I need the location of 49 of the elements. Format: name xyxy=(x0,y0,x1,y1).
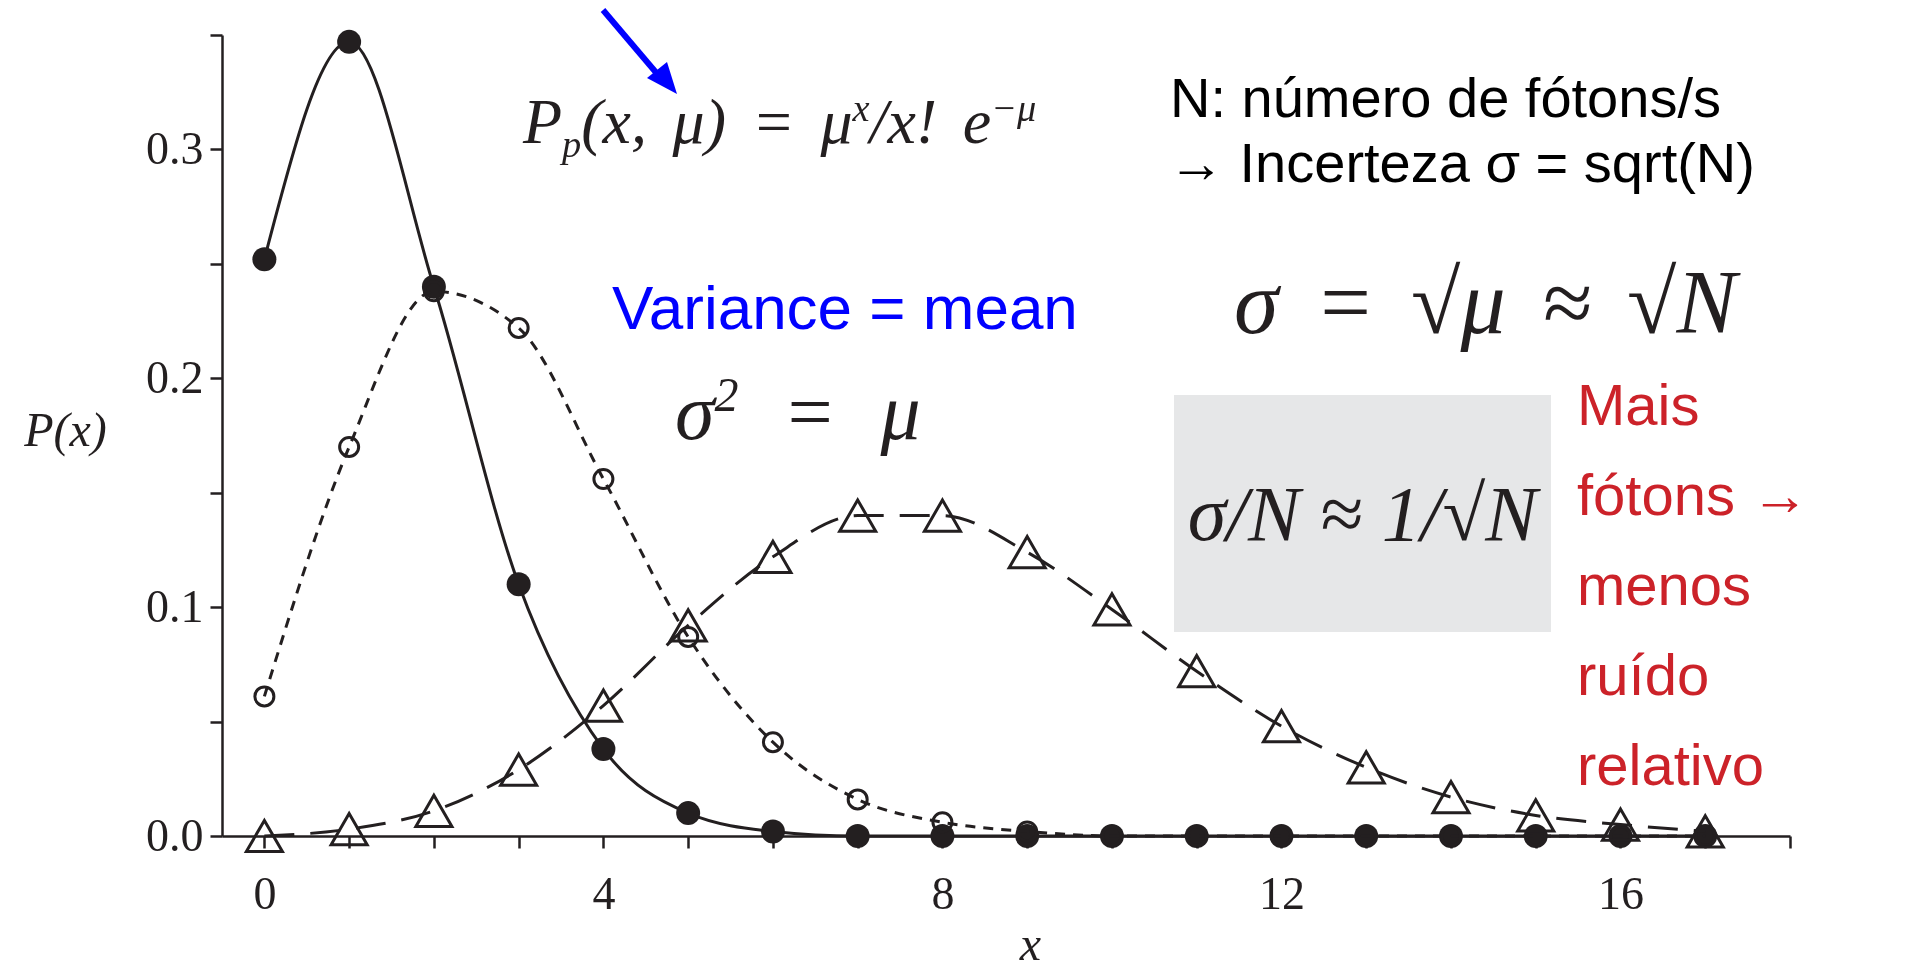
point xyxy=(761,731,784,754)
annotation: P$_{p}$(x, μ) = μ$^{x}$/x! e$^{−μ}$ xyxy=(523,86,1037,165)
point xyxy=(507,316,530,339)
x-tick-label: 12 xyxy=(1258,867,1305,919)
point xyxy=(838,498,878,533)
point xyxy=(845,824,870,848)
point xyxy=(583,688,623,723)
annotation: → Incerteza σ = sqrt(N) xyxy=(1168,131,1755,194)
x-tick-label: 16 xyxy=(1597,867,1644,919)
x-tick-label: 0 xyxy=(253,867,277,919)
y-tick-label: 0.2 xyxy=(146,351,204,403)
point xyxy=(1516,798,1556,833)
y-tick-label: 0.3 xyxy=(146,122,204,174)
annotation: N: número de fótons/s xyxy=(1170,66,1721,129)
point xyxy=(252,247,277,272)
point xyxy=(499,752,539,787)
point xyxy=(846,788,869,811)
point xyxy=(338,435,361,458)
point xyxy=(753,539,793,574)
point xyxy=(337,29,362,54)
point xyxy=(1177,654,1217,689)
y-tick-label: 0.1 xyxy=(146,580,204,632)
point xyxy=(677,625,700,648)
point xyxy=(1261,709,1301,744)
y-axis-title: P(x) xyxy=(23,402,107,457)
annotation: Mais fótons → menos ruído relativo xyxy=(1577,371,1811,799)
point xyxy=(329,812,369,847)
point xyxy=(592,468,615,490)
x-tick-label: 8 xyxy=(931,867,955,919)
point xyxy=(1600,807,1641,842)
annotation: σ/N ≈ 1/√N xyxy=(1174,395,1551,632)
x-tick-label: 4 xyxy=(592,867,616,919)
point xyxy=(668,608,708,643)
annotation: σ$^{2}$ = μ xyxy=(675,368,921,456)
point xyxy=(253,685,276,708)
point xyxy=(676,801,701,826)
point xyxy=(506,572,531,597)
point xyxy=(760,819,785,844)
x-axis-title: x xyxy=(1018,916,1042,965)
point xyxy=(1007,535,1047,570)
y-tick-label: 0.0 xyxy=(146,809,204,861)
point xyxy=(1431,779,1471,815)
point xyxy=(922,498,962,533)
point xyxy=(1346,750,1386,785)
point xyxy=(414,793,454,828)
point xyxy=(244,818,284,854)
point xyxy=(591,737,616,762)
annotation: Variance = mean xyxy=(612,273,1078,342)
point xyxy=(1092,592,1132,627)
